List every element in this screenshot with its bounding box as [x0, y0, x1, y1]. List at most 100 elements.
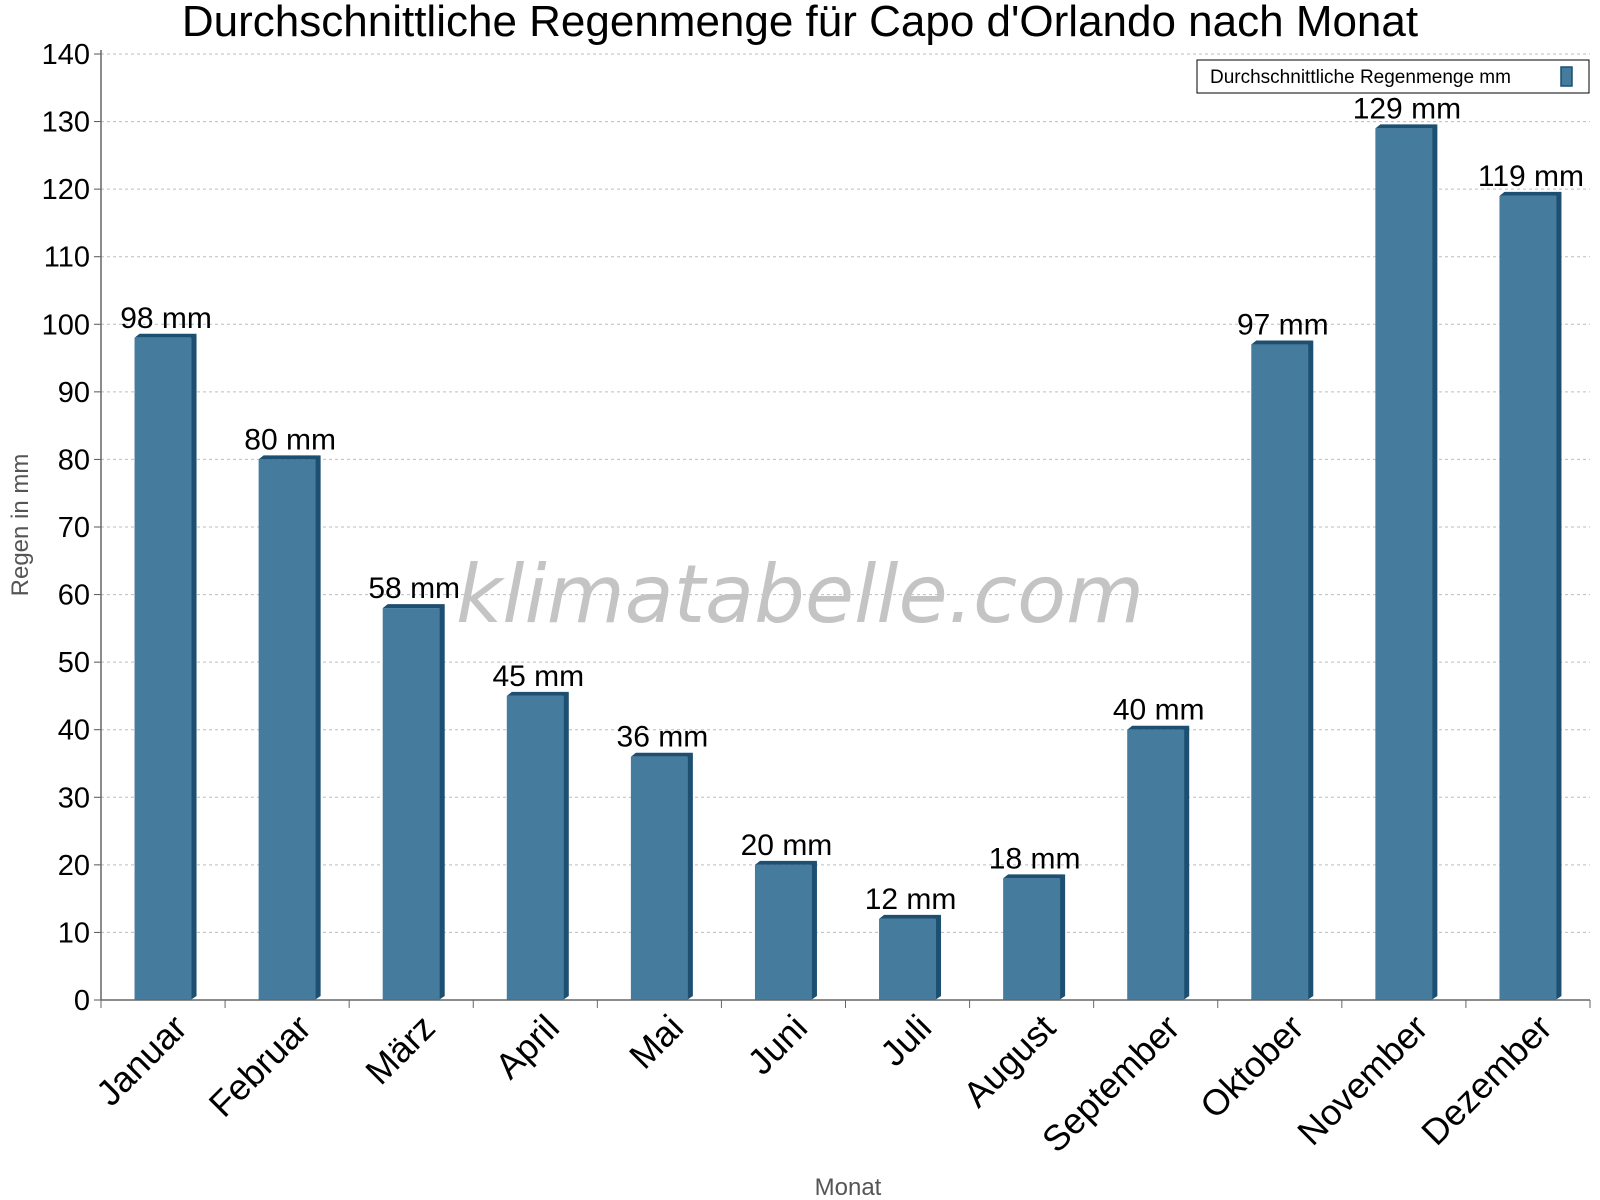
data-label: 36 mm — [617, 721, 709, 754]
bar-face — [879, 918, 937, 1000]
legend: Durchschnittliche Regenmenge mm — [1196, 59, 1590, 94]
bar-face — [134, 337, 192, 1000]
bar-november — [1375, 124, 1438, 1001]
bar-januar — [134, 333, 197, 1000]
bar-side — [562, 691, 569, 1000]
x-tick-label: Juni — [739, 1007, 815, 1083]
bar-top — [1251, 340, 1314, 345]
data-labels: 98 mm 80 mm 58 mm 45 mm 36 mm 20 mm 12 mm 18 mm… — [120, 92, 1584, 916]
y-tick-label: 20 — [58, 850, 90, 882]
chart-title: Durchschnittliche Regenmenge für Capo d'… — [182, 0, 1418, 46]
legend-label: Durchschnittliche Regenmenge mm — [1210, 67, 1511, 88]
y-tick-labels: 0 10 20 30 40 50 60 70 80 90 100 110 120 130 140 — [42, 39, 90, 1017]
axes — [94, 50, 1591, 1008]
bar-face — [258, 459, 316, 1000]
x-tick-label: Februar — [201, 1007, 319, 1125]
bar-side — [190, 333, 197, 1000]
watermark-layer: klimatabelle.com — [456, 548, 1144, 641]
y-tick-label: 50 — [58, 647, 90, 679]
bar-side — [1555, 191, 1562, 1000]
bars — [134, 124, 1562, 1001]
bar-august — [1003, 874, 1066, 1000]
y-tick-label: 110 — [44, 242, 90, 274]
data-label: 80 mm — [244, 423, 336, 456]
bar-top — [258, 455, 321, 460]
bar-face — [506, 695, 564, 1000]
y-tick-label: 30 — [58, 782, 90, 814]
bar-juni — [754, 860, 817, 1000]
data-label: 58 mm — [368, 572, 460, 605]
bar-side — [438, 604, 445, 1000]
data-label: 97 mm — [1237, 309, 1329, 342]
bar-face — [1251, 344, 1309, 1000]
x-tick-label: Januar — [88, 1007, 195, 1114]
x-tick-label: Juli — [872, 1007, 939, 1074]
grid-lines — [101, 53, 1590, 933]
bar-top — [754, 860, 817, 865]
bar-oktober — [1251, 340, 1314, 1000]
bar-juli — [879, 914, 942, 1000]
bar-mai — [630, 752, 693, 1000]
y-tick-label: 100 — [42, 309, 90, 341]
bar-april — [506, 691, 569, 1000]
x-axis-title: Monat — [815, 1174, 882, 1200]
data-label: 98 mm — [120, 302, 212, 335]
bar-top — [134, 333, 197, 338]
x-tick-label: Dezember — [1413, 1007, 1559, 1153]
y-tick-label: 90 — [58, 377, 90, 409]
data-label: 12 mm — [865, 883, 957, 916]
bar-top — [382, 604, 445, 609]
bar-top — [1127, 725, 1190, 730]
bar-top — [506, 691, 569, 696]
y-tick-label: 10 — [58, 917, 90, 949]
bar-side — [935, 914, 942, 1000]
x-tick-label: Mai — [621, 1007, 691, 1077]
bar-side — [314, 455, 321, 1000]
y-tick-label: 70 — [58, 512, 90, 544]
bar-face — [754, 864, 812, 1000]
bar-side — [1307, 340, 1314, 1000]
y-tick-label: 80 — [58, 444, 90, 476]
bar-face — [1375, 128, 1433, 1001]
bar-februar — [258, 455, 321, 1000]
bar-face — [1499, 195, 1557, 1000]
legend-swatch — [1560, 66, 1573, 87]
x-tick-labels: Januar Februar März April Mai Juni Juli AugustS… — [88, 1007, 1560, 1161]
x-tick-label: April — [487, 1007, 567, 1087]
x-tick-label: Oktober — [1192, 1007, 1312, 1127]
y-tick-label: 60 — [58, 580, 90, 612]
data-label: 119 mm — [1478, 160, 1584, 193]
y-axis-title: Regen in mm — [7, 454, 34, 597]
bar-face — [382, 608, 440, 1000]
bar-face — [1127, 729, 1185, 1000]
bar-top — [879, 914, 942, 919]
bar-side — [1183, 725, 1190, 1000]
y-tick-label: 40 — [58, 715, 90, 747]
legend-box — [1196, 59, 1590, 94]
data-label: 40 mm — [1113, 694, 1205, 727]
bar-dezember — [1499, 191, 1562, 1000]
bar-face — [1003, 878, 1061, 1000]
y-tick-label: 130 — [42, 107, 90, 139]
x-tick-label: August — [955, 1007, 1063, 1115]
data-label: 45 mm — [492, 660, 584, 693]
bar-top — [630, 752, 693, 757]
bar-side — [810, 860, 817, 1000]
y-tick-label: 120 — [42, 174, 90, 206]
data-label: 129 mm — [1353, 92, 1461, 125]
watermark-text: klimatabelle.com — [456, 548, 1144, 641]
bar-top — [1003, 874, 1066, 879]
y-tick-label: 0 — [74, 985, 90, 1017]
bar-september — [1127, 725, 1190, 1000]
x-tick-label: März — [357, 1007, 443, 1093]
data-label: 20 mm — [741, 829, 833, 862]
data-label: 18 mm — [989, 842, 1081, 875]
bar-märz — [382, 604, 445, 1000]
bar-side — [1431, 124, 1438, 1001]
bar-top — [1499, 191, 1562, 196]
bar-top — [1375, 124, 1438, 129]
bar-side — [686, 752, 693, 1000]
y-tick-label: 140 — [42, 39, 90, 71]
x-tick-label: November — [1289, 1007, 1435, 1153]
